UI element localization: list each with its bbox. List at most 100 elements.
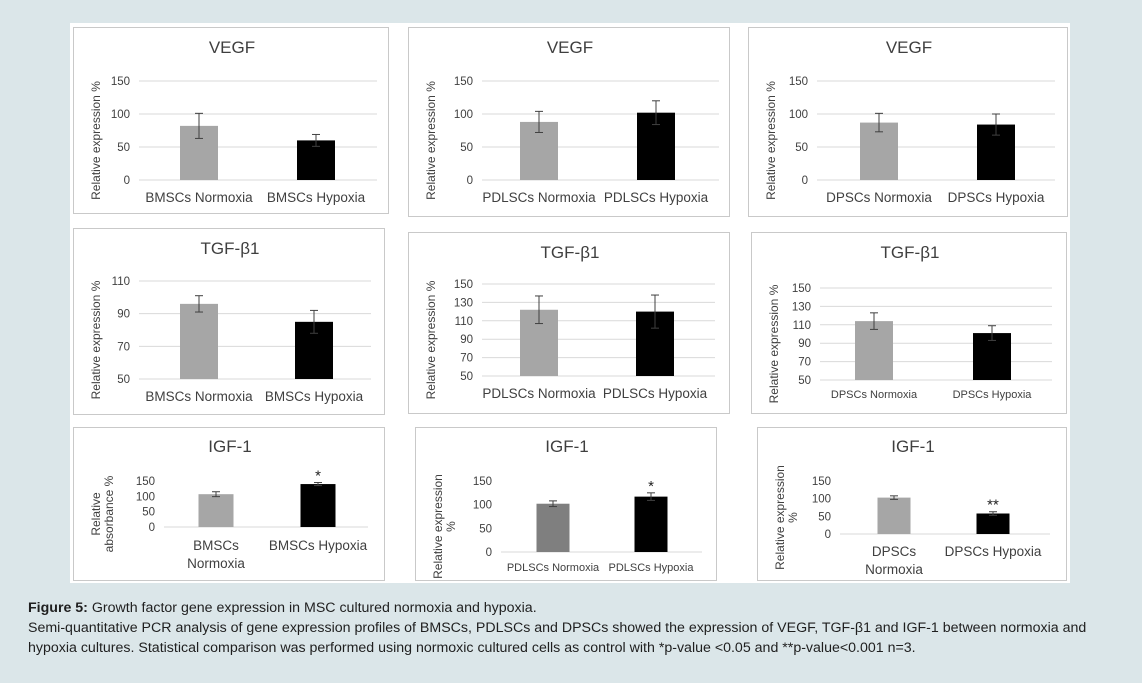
y-tick-label: 110	[793, 320, 811, 332]
chart-svg: IGF-1 Relative absorbance % 0 50 100 150 BMSCs N…	[89, 437, 368, 571]
category-label: BMSCs Hypoxia	[269, 538, 368, 553]
chart-title: TGF-β1	[541, 243, 600, 262]
chart-svg: TGF-β1 Relative expression % 50 70 90 110 130 1…	[767, 243, 1052, 403]
chart-panel: IGF-1 Relative absorbance % 0 50 100 150 BMSCs N…	[73, 427, 385, 581]
significance-marker: *	[315, 468, 321, 485]
y-tick-label: 110	[112, 276, 130, 288]
y-tick-label: 50	[795, 142, 808, 154]
y-tick-label: 100	[789, 109, 808, 121]
y-axis-label: Relative expression %	[424, 81, 438, 200]
y-tick-label: 100	[812, 494, 831, 506]
category-label: DPSCs Hypoxia	[948, 190, 1045, 205]
y-tick-label: 90	[798, 338, 811, 350]
y-tick-label: 100	[473, 500, 492, 512]
y-tick-label: 70	[117, 341, 130, 353]
y-tick-label: 150	[111, 76, 130, 88]
bar	[634, 496, 668, 552]
y-axis-label: Relative expression %	[89, 81, 103, 200]
y-tick-label: 150	[136, 476, 155, 488]
y-tick-label: 70	[460, 353, 473, 365]
bar	[536, 503, 570, 552]
y-tick-label: 90	[117, 309, 130, 321]
y-tick-label: 0	[149, 522, 155, 534]
y-axis-label: Relative expression	[431, 474, 445, 579]
category-label: DPSCs Normoxia	[831, 389, 918, 401]
y-axis-label: Relative	[89, 492, 103, 536]
chart-title: TGF-β1	[201, 239, 260, 258]
category-label: PDLSCs Normoxia	[482, 386, 596, 401]
y-tick-label: 100	[454, 109, 473, 121]
chart-title: TGF-β1	[881, 243, 940, 262]
y-tick-label: 0	[802, 175, 808, 187]
y-tick-label: 0	[467, 175, 473, 187]
chart-panel: TGF-β1 Relative expression % 50 70 90 110 130 1…	[751, 232, 1067, 414]
chart-title: VEGF	[547, 38, 593, 57]
chart-svg: TGF-β1 Relative expression % 50 70 90 110 BMSC…	[89, 239, 371, 404]
y-tick-label: 50	[117, 374, 130, 386]
category-label: PDLSCs Normoxia	[507, 562, 600, 574]
figure-panel-grid: VEGF Relative expression % 0 50 100 150 BMSCs …	[70, 23, 1070, 583]
y-axis-label: Relative expression	[773, 465, 787, 570]
y-tick-label: 100	[136, 491, 155, 503]
category-label: BMSCs Normoxia	[145, 190, 253, 205]
category-label: DPSCs Hypoxia	[953, 389, 1033, 401]
caption-title: Growth factor gene expression in MSC cul…	[87, 600, 537, 616]
y-tick-label: 50	[142, 507, 155, 519]
y-tick-label: 50	[479, 523, 492, 535]
category-label: PDLSCs Hypoxia	[609, 562, 695, 574]
chart-title: IGF-1	[208, 437, 251, 456]
chart-title: VEGF	[209, 38, 255, 57]
bar	[855, 321, 893, 380]
y-axis-label: Relative expression %	[89, 280, 103, 399]
bar	[976, 513, 1010, 534]
chart-svg: IGF-1 Relative expression % 0 50 100 150 DPSCs N…	[773, 437, 1050, 577]
category-label: PDLSCs Hypoxia	[603, 386, 708, 401]
y-tick-label: 110	[455, 316, 473, 328]
chart-panel: IGF-1 Relative expression% 0 50 100 150 PDLSCs…	[415, 427, 717, 581]
y-axis-label: Relative expression %	[767, 284, 781, 403]
category-label: BMSCs Hypoxia	[265, 389, 364, 404]
y-tick-label: 150	[454, 76, 473, 88]
y-tick-label: 150	[473, 476, 492, 488]
y-tick-label: 0	[825, 529, 831, 541]
caption-body: Semi-quantitative PCR analysis of gene e…	[28, 620, 1087, 656]
y-tick-label: 50	[798, 375, 811, 387]
chart-panel: TGF-β1 Relative expression % 50 70 90 110 BMSC…	[73, 228, 385, 415]
y-axis-label: Relative expression %	[424, 280, 438, 399]
y-tick-label: 50	[818, 511, 831, 523]
y-tick-label: 70	[798, 357, 811, 369]
category-label: DPSCs	[872, 544, 917, 559]
category-label: PDLSCs Normoxia	[482, 190, 596, 205]
chart-panel: VEGF Relative expression % 0 50 100 150 DPSCs …	[748, 27, 1068, 217]
significance-marker: **	[987, 497, 999, 514]
chart-panel: TGF-β1 Relative expression % 50 70 90 110 130 1…	[408, 232, 730, 414]
chart-title: VEGF	[886, 38, 932, 57]
category-label: DPSCs Normoxia	[826, 190, 932, 205]
bar	[198, 494, 234, 527]
y-tick-label: 150	[812, 476, 831, 488]
y-tick-label: 100	[111, 109, 130, 121]
bar	[180, 303, 218, 379]
chart-title: IGF-1	[545, 437, 588, 456]
y-tick-label: 50	[117, 142, 130, 154]
category-label: BMSCs Normoxia	[145, 389, 253, 404]
chart-svg: IGF-1 Relative expression % 0 50 100 150 PDLSCs…	[431, 437, 702, 579]
y-axis-label: %	[444, 521, 458, 532]
chart-title: IGF-1	[891, 437, 934, 456]
y-tick-label: 50	[460, 371, 473, 383]
y-tick-label: 50	[460, 142, 473, 154]
significance-marker: *	[648, 478, 654, 495]
chart-svg: VEGF Relative expression % 0 50 100 150 DPSCs …	[764, 38, 1055, 205]
bar	[877, 497, 911, 534]
chart-panel: IGF-1 Relative expression% 0 50 100 150 DPSCs N…	[757, 427, 1067, 581]
category-label: Normoxia	[187, 556, 245, 571]
y-tick-label: 130	[792, 301, 811, 313]
y-tick-label: 90	[460, 334, 473, 346]
y-tick-label: 130	[454, 297, 473, 309]
category-label: BMSCs	[193, 538, 239, 553]
chart-panel: VEGF Relative expression % 0 50 100 150 BMSCs …	[73, 27, 389, 214]
y-axis-label: absorbance %	[102, 475, 116, 552]
figure-caption: Figure 5: Growth factor gene expression …	[28, 598, 1123, 658]
category-label: BMSCs Hypoxia	[267, 190, 366, 205]
y-tick-label: 0	[124, 175, 130, 187]
